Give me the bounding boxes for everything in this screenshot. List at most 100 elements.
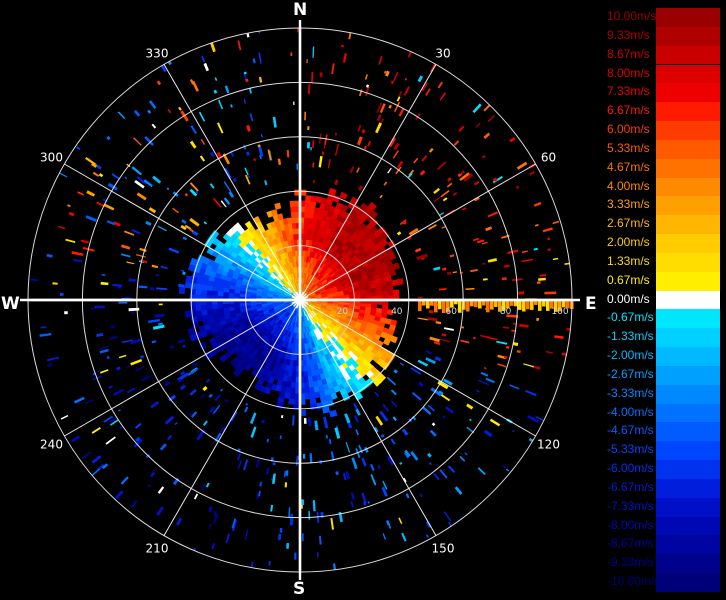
echo-gate: [130, 311, 135, 315]
core-gate: [328, 270, 335, 276]
core-gate: [262, 308, 269, 312]
core-gate: [304, 278, 308, 285]
legend-swatch: [656, 64, 720, 84]
core-gate: [308, 319, 313, 326]
core-gate: [272, 348, 278, 356]
core-gate: [339, 191, 348, 200]
core-gate: [322, 383, 329, 391]
core-gate: [304, 206, 311, 213]
core-gate: [242, 263, 250, 270]
core-gate: [338, 293, 345, 297]
core-gate: [320, 317, 326, 323]
echo-gate: [401, 428, 409, 436]
core-gate: [289, 267, 294, 274]
core-gate: [384, 318, 392, 325]
core-gate: [332, 342, 339, 350]
echo-gate: [191, 362, 198, 368]
core-gate: [311, 311, 317, 316]
legend-row: -5.33m/s: [606, 441, 720, 461]
core-gate: [256, 272, 264, 278]
core-gate: [333, 237, 340, 245]
core-gate: [206, 246, 215, 256]
core-gate: [329, 229, 336, 237]
echo-gate: [547, 248, 551, 252]
echo-gate: [481, 155, 486, 159]
core-gate: [275, 255, 281, 262]
core-gate: [304, 284, 308, 291]
core-gate: [253, 250, 260, 258]
core-gate: [309, 304, 316, 308]
core-gate: [315, 272, 320, 278]
core-gate: [258, 323, 265, 330]
core-gate: [315, 196, 323, 204]
core-gate: [250, 332, 258, 339]
echo-gate: [383, 70, 387, 74]
echo-gate: [166, 187, 170, 191]
echo-gate: [209, 183, 215, 189]
core-gate: [317, 312, 324, 317]
ray-gate: [442, 301, 446, 313]
core-gate: [274, 287, 281, 292]
core-gate: [288, 320, 293, 326]
core-gate: [316, 321, 321, 328]
core-gate: [266, 358, 274, 366]
echo-gate: [554, 335, 564, 339]
core-gate: [356, 318, 364, 325]
echo-gate: [334, 143, 340, 156]
core-gate: [316, 301, 323, 304]
core-gate: [321, 304, 328, 308]
core-gate: [319, 243, 326, 250]
core-gate: [280, 271, 286, 278]
core-gate: [333, 317, 340, 323]
echo-gate: [219, 424, 226, 433]
echo-gate: [108, 385, 113, 389]
core-gate: [273, 262, 280, 269]
echo-gate: [379, 194, 383, 199]
core-gate: [282, 317, 288, 323]
echo-gate: [428, 147, 434, 153]
echo-gate: [333, 563, 337, 572]
echo-gate: [457, 173, 461, 176]
core-gate: [336, 254, 344, 262]
core-gate: [273, 289, 280, 294]
legend-swatch: [656, 26, 720, 46]
core-gate: [300, 206, 306, 213]
echo-gate: [489, 418, 501, 427]
echo-gate: [438, 288, 447, 291]
core-gate: [294, 315, 297, 322]
core-gate: [243, 274, 250, 281]
core-gate: [289, 320, 294, 327]
ray-gate: [498, 301, 502, 312]
core-gate: [225, 344, 234, 352]
echo-gate: [492, 177, 497, 181]
core-gate: [342, 261, 350, 268]
core-gate: [253, 315, 260, 321]
core-gate: [355, 333, 363, 340]
echo-gate: [40, 326, 47, 329]
core-gate: [294, 278, 297, 285]
echo-gate: [439, 212, 445, 216]
core-gate: [343, 294, 350, 298]
core-gate: [386, 309, 394, 316]
echo-gate: [96, 201, 106, 208]
core-gate: [317, 320, 323, 327]
core-gate: [286, 313, 291, 319]
core-gate: [222, 291, 229, 297]
core-gate: [203, 323, 212, 331]
core-gate: [255, 248, 263, 255]
echo-gate: [538, 277, 546, 281]
echo-gate: [118, 409, 121, 412]
core-gate: [304, 272, 308, 279]
core-gate: [291, 332, 295, 339]
echo-gate: [201, 484, 206, 491]
core-gate: [280, 315, 286, 321]
echo-gate: [290, 52, 293, 56]
core-gate: [286, 275, 291, 281]
ray-gate: [494, 301, 498, 307]
core-gate: [335, 360, 343, 368]
core-gate: [385, 275, 392, 283]
core-gate: [350, 330, 358, 337]
core-gate: [320, 277, 327, 283]
core-gate: [317, 326, 323, 333]
ray-gate: [514, 301, 518, 307]
